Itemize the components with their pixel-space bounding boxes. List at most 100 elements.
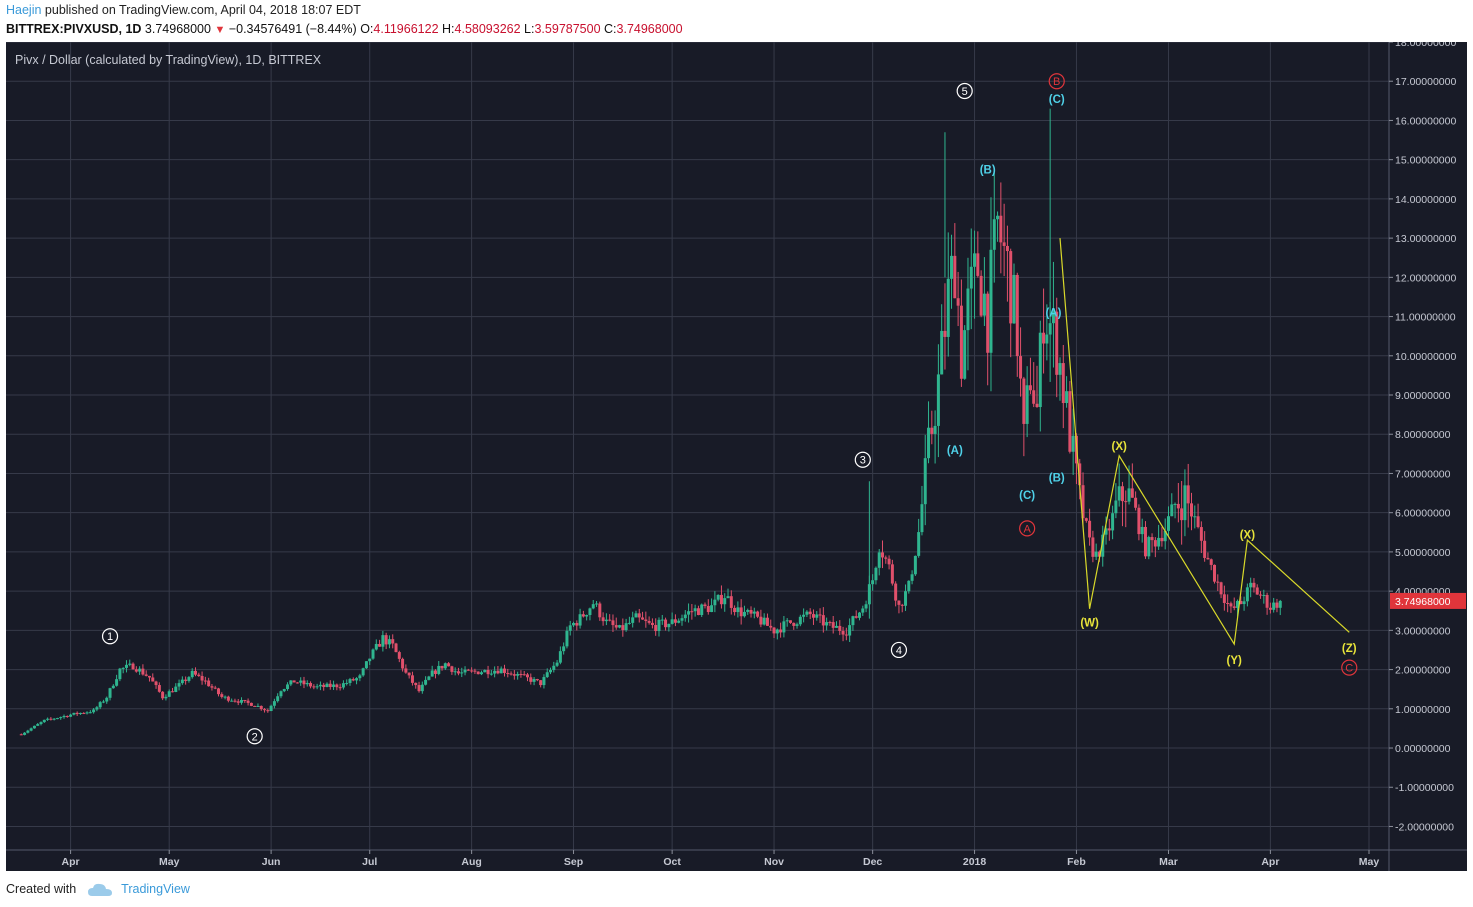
candle-body bbox=[992, 219, 996, 250]
candle-body bbox=[940, 330, 944, 375]
candle-body bbox=[595, 603, 599, 605]
candle-body bbox=[641, 617, 645, 620]
low-value: 3.59787500 bbox=[534, 22, 601, 36]
candle-body bbox=[1022, 378, 1026, 424]
last-price: 3.74968000 bbox=[144, 22, 211, 36]
candle-body bbox=[611, 620, 615, 626]
price-chart[interactable]: 1 2 3 4 5 (A) (B) (C) A (A) (B) B (C) (W) (X) (Y) (X) (Z)… bbox=[6, 37, 1467, 871]
price-axis[interactable]: 18.00000000 17.00000000 16.00000000 15.0000… bbox=[1389, 37, 1466, 833]
candle-body bbox=[1042, 332, 1046, 344]
candle-body bbox=[36, 724, 40, 726]
candle-body bbox=[95, 707, 99, 710]
candle-body bbox=[322, 684, 326, 688]
candle-body bbox=[124, 664, 128, 668]
candle-body bbox=[1035, 403, 1039, 408]
candle-body bbox=[943, 330, 947, 337]
candle-body bbox=[851, 616, 855, 626]
candle-body bbox=[946, 278, 950, 337]
y-tick-label: 8.00000000 bbox=[1395, 429, 1451, 441]
candle-body bbox=[180, 679, 184, 684]
candle-body bbox=[519, 674, 523, 676]
candle-body bbox=[479, 672, 483, 675]
candle-body bbox=[973, 253, 977, 267]
candle-body bbox=[884, 557, 888, 559]
candle-body bbox=[1170, 504, 1174, 517]
publish-info: Haejin published on TradingView.com, Apr… bbox=[6, 3, 361, 17]
candle-body bbox=[1209, 559, 1213, 565]
time-axis[interactable]: Apr May Jun Jul Aug Sep Oct Nov Dec 2018 Feb Mar Apr… bbox=[62, 850, 1380, 868]
candle-body bbox=[85, 712, 89, 714]
candle-body bbox=[1134, 497, 1138, 508]
chart-canvas[interactable]: 1 2 3 4 5 (A) (B) (C) A (A) (B) B (C) (W) (X) (Y) (X) (Z)… bbox=[6, 37, 1467, 871]
last-price-badge bbox=[1390, 592, 1466, 609]
candle-body bbox=[588, 608, 592, 616]
candle-body bbox=[1127, 488, 1131, 502]
candle-body bbox=[194, 670, 198, 675]
author-link[interactable]: Haejin bbox=[6, 3, 42, 17]
wave-label-circle bbox=[1341, 659, 1358, 676]
candle-body bbox=[292, 680, 296, 683]
candle-body bbox=[82, 712, 86, 714]
candle-body bbox=[32, 725, 36, 729]
candle-body bbox=[220, 694, 224, 697]
candle-body bbox=[917, 532, 921, 556]
candle-body bbox=[190, 670, 194, 678]
candle-body bbox=[956, 298, 960, 306]
candle-body bbox=[627, 622, 631, 624]
candle-body bbox=[831, 622, 835, 628]
candle-body bbox=[897, 600, 901, 605]
candle-body bbox=[772, 627, 776, 634]
candle-body bbox=[647, 620, 651, 623]
candle-body bbox=[1117, 486, 1121, 501]
x-tick-label: Nov bbox=[764, 856, 784, 868]
candle-body bbox=[131, 663, 135, 670]
open-value: 4.11966122 bbox=[373, 22, 439, 36]
candle-body bbox=[157, 685, 161, 692]
candle-body bbox=[542, 677, 546, 686]
candle-body bbox=[841, 630, 845, 635]
candle-body bbox=[779, 629, 783, 633]
candle-body bbox=[65, 715, 69, 717]
candle-body bbox=[318, 684, 322, 687]
tradingview-link[interactable]: TradingView bbox=[121, 882, 190, 896]
candle-body bbox=[1137, 507, 1141, 535]
candle-body bbox=[328, 683, 332, 687]
candle-body bbox=[1071, 435, 1075, 452]
candle-body bbox=[226, 696, 230, 701]
candle-body bbox=[1005, 245, 1009, 252]
candle-body bbox=[184, 679, 188, 681]
candle-body bbox=[1189, 503, 1193, 517]
candle-body bbox=[1229, 603, 1233, 607]
candle-body bbox=[1061, 363, 1065, 404]
wave-path bbox=[1059, 238, 1350, 646]
candle-body bbox=[282, 689, 286, 692]
x-tick-label: Dec bbox=[863, 856, 882, 868]
candle-body bbox=[604, 619, 608, 622]
candle-body bbox=[256, 705, 260, 707]
candle-body bbox=[128, 663, 132, 665]
candle-body bbox=[72, 712, 76, 715]
candle-body bbox=[634, 613, 638, 618]
candle-body bbox=[565, 630, 569, 647]
candle-body bbox=[1058, 363, 1062, 375]
x-tick-label: Aug bbox=[461, 856, 481, 868]
y-tick-label: 17.00000000 bbox=[1395, 76, 1456, 88]
wave-label: (B) bbox=[980, 164, 996, 176]
candle-body bbox=[877, 552, 881, 568]
candle-body bbox=[549, 669, 553, 673]
candle-body bbox=[259, 705, 263, 710]
candle-body bbox=[1216, 581, 1220, 583]
candle-body bbox=[591, 604, 595, 609]
candle-body bbox=[174, 686, 178, 693]
candle-body bbox=[700, 604, 704, 616]
candle-body bbox=[489, 673, 493, 675]
wave-label: (C) bbox=[1049, 94, 1065, 106]
candle-body bbox=[167, 691, 171, 697]
candle-body bbox=[1219, 582, 1223, 595]
candle-body bbox=[88, 712, 92, 714]
candle-body bbox=[236, 701, 240, 703]
candle-body bbox=[476, 671, 480, 675]
candle-body bbox=[49, 718, 53, 720]
candle-body bbox=[1019, 356, 1023, 379]
candle-body bbox=[759, 616, 763, 625]
